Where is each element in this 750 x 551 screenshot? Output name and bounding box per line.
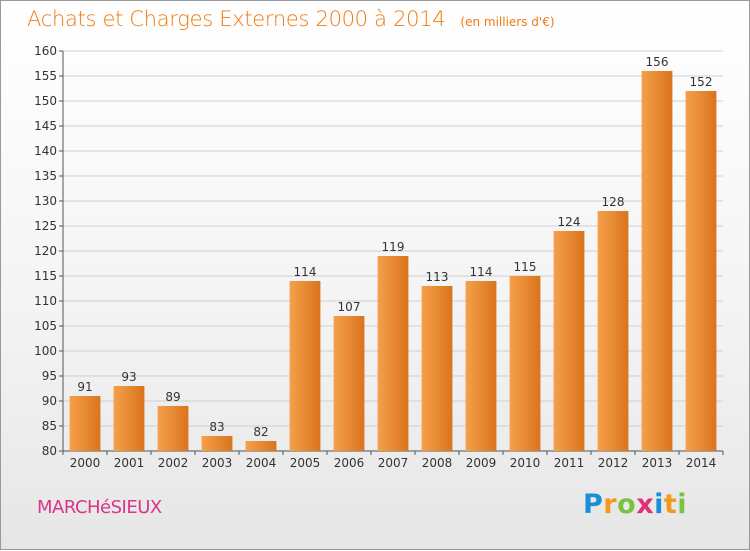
bar xyxy=(421,286,453,451)
data-label: 91 xyxy=(77,380,92,394)
logo-letter: o xyxy=(617,489,637,520)
y-tick-label: 105 xyxy=(34,319,57,333)
y-tick-label: 80 xyxy=(42,444,57,458)
y-tick-label: 150 xyxy=(34,94,57,108)
bar xyxy=(245,441,277,451)
data-label: 114 xyxy=(470,265,493,279)
y-tick-label: 95 xyxy=(42,369,57,383)
logo-letter: r xyxy=(603,489,618,520)
y-tick-label: 115 xyxy=(34,269,57,283)
bar xyxy=(553,231,585,451)
bar xyxy=(641,71,673,451)
x-tick-label: 2004 xyxy=(246,456,277,470)
logo-letter: x xyxy=(636,489,655,520)
data-label: 115 xyxy=(514,260,537,274)
x-tick-label: 2001 xyxy=(114,456,145,470)
x-tick-label: 2008 xyxy=(422,456,453,470)
x-tick-label: 2003 xyxy=(202,456,233,470)
bars xyxy=(69,71,717,451)
x-tick-label: 2014 xyxy=(686,456,717,470)
y-tick-label: 145 xyxy=(34,119,57,133)
bar xyxy=(597,211,629,451)
bar xyxy=(377,256,409,451)
bar xyxy=(685,91,717,451)
data-label: 82 xyxy=(253,425,268,439)
proxiti-logo[interactable]: Proxiti xyxy=(583,489,687,520)
x-tick-label: 2007 xyxy=(378,456,409,470)
x-tick-label: 2002 xyxy=(158,456,189,470)
chart-title-block: Achats et Charges Externes 2000 à 2014 (… xyxy=(27,7,555,31)
data-label: 124 xyxy=(558,215,581,229)
x-tick-label: 2000 xyxy=(70,456,101,470)
y-tick-label: 85 xyxy=(42,419,57,433)
bar xyxy=(333,316,365,451)
town-name: MARCHéSIEUX xyxy=(37,497,162,518)
y-tick-label: 155 xyxy=(34,69,57,83)
y-tick-label: 110 xyxy=(34,294,57,308)
logo-letter: t xyxy=(663,489,678,520)
y-tick-label: 120 xyxy=(34,244,57,258)
bar xyxy=(201,436,233,451)
chart-unit: (en milliers d'€) xyxy=(460,15,555,29)
x-tick-label: 2010 xyxy=(510,456,541,470)
data-label: 156 xyxy=(646,55,669,69)
x-tick-label: 2013 xyxy=(642,456,673,470)
y-tick-label: 140 xyxy=(34,144,57,158)
x-tick-label: 2005 xyxy=(290,456,321,470)
data-labels: 91 93 89 83 82 114 107 119 113 114 115 124 128 156 152 xyxy=(77,55,712,439)
data-label: 113 xyxy=(426,270,449,284)
data-label: 93 xyxy=(121,370,136,384)
x-tick-label: 2011 xyxy=(554,456,585,470)
bar xyxy=(69,396,101,451)
logo-letter: i xyxy=(677,489,688,520)
y-tick-label: 135 xyxy=(34,169,57,183)
data-label: 152 xyxy=(690,75,713,89)
y-tick-label: 90 xyxy=(42,394,57,408)
y-tick-label: 160 xyxy=(34,44,57,58)
chart-title: Achats et Charges Externes 2000 à 2014 xyxy=(27,7,446,31)
bar xyxy=(113,386,145,451)
bar xyxy=(157,406,189,451)
bar xyxy=(509,276,541,451)
bar xyxy=(289,281,321,451)
logo-letter: P xyxy=(583,489,604,520)
x-tick-label: 2009 xyxy=(466,456,497,470)
data-label: 89 xyxy=(165,390,180,404)
logo-letter: i xyxy=(654,489,664,520)
x-tick-label: 2006 xyxy=(334,456,365,470)
y-tick-label: 100 xyxy=(34,344,57,358)
data-label: 119 xyxy=(382,240,405,254)
y-tick-label: 125 xyxy=(34,219,57,233)
data-label: 128 xyxy=(602,195,625,209)
y-tick-label: 130 xyxy=(34,194,57,208)
data-label: 83 xyxy=(209,420,224,434)
data-label: 107 xyxy=(338,300,361,314)
data-label: 114 xyxy=(294,265,317,279)
bar xyxy=(465,281,497,451)
x-tick-label: 2012 xyxy=(598,456,629,470)
